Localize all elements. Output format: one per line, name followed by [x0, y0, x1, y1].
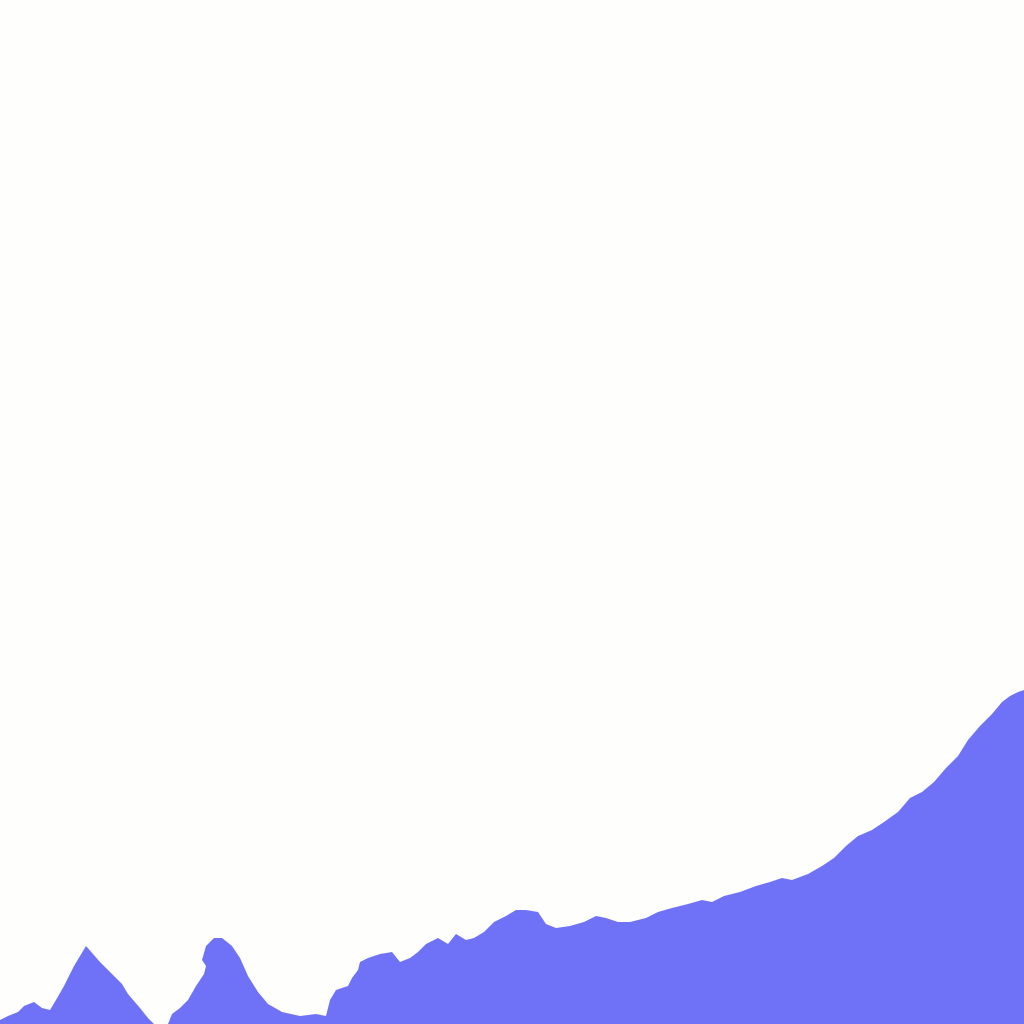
mountain-ridge-silhouette — [0, 690, 1024, 1024]
